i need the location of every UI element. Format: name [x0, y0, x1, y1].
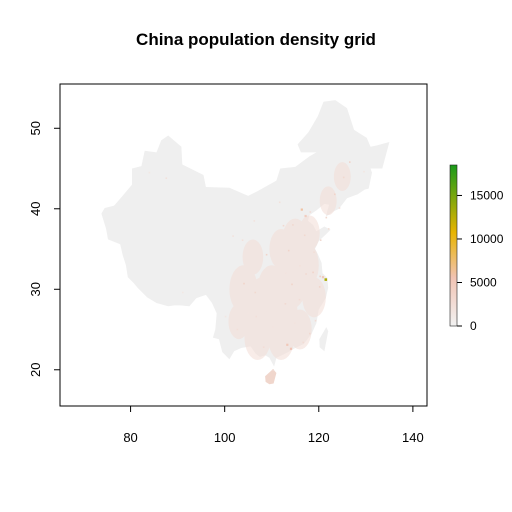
density-hotspot	[303, 234, 306, 237]
density-hotspot	[254, 291, 257, 294]
density-hotspot	[236, 328, 239, 331]
legend-tick-label: 5000	[470, 275, 497, 289]
x-tick-label: 100	[214, 430, 236, 445]
density-hotspot	[304, 214, 307, 218]
density-hotspot	[324, 278, 328, 281]
legend-tick-label: 15000	[470, 188, 504, 202]
density-hotspot	[232, 235, 234, 237]
density-hotspot	[289, 347, 293, 350]
density-hotspot	[241, 239, 244, 241]
density-cell	[257, 265, 286, 314]
y-tick-label: 50	[28, 121, 43, 135]
density-cell	[267, 315, 295, 360]
density-wash	[228, 162, 351, 360]
y-tick-label: 30	[28, 282, 43, 296]
density-hotspot	[291, 283, 293, 286]
density-cell	[244, 315, 271, 360]
density-cell	[299, 215, 320, 251]
density-hotspot	[327, 228, 330, 230]
density-cell	[228, 303, 250, 340]
density-hotspot	[314, 319, 317, 322]
x-tick-label: 120	[308, 430, 330, 445]
density-hotspot	[298, 298, 301, 301]
map-layer	[101, 100, 390, 385]
density-hotspot	[319, 275, 321, 278]
density-hotspot	[294, 322, 296, 324]
density-hotspot	[182, 291, 184, 294]
density-hotspot	[338, 207, 341, 209]
color-legend: 0 5000 10000 15000	[449, 164, 504, 333]
density-hotspot	[247, 312, 249, 315]
density-cell	[302, 277, 326, 318]
chart-title: China population density grid	[136, 30, 376, 49]
density-hotspot	[305, 273, 307, 275]
density-hotspot	[334, 193, 336, 196]
density-hotspot	[325, 216, 328, 219]
density-hotspot	[292, 224, 294, 226]
y-tick-label: 40	[28, 202, 43, 216]
density-hotspot	[319, 239, 322, 241]
density-hotspot	[262, 346, 265, 348]
density-hotspot	[253, 220, 256, 222]
density-hotspot	[321, 276, 325, 279]
density-hotspot	[300, 208, 303, 211]
density-cell	[333, 162, 351, 191]
density-hotspot	[318, 286, 321, 288]
density-cell	[319, 186, 337, 216]
density-hotspot	[309, 211, 312, 213]
density-hotspot	[342, 176, 345, 179]
plot-frame	[59, 83, 428, 407]
density-cell	[288, 309, 312, 350]
legend-tick-label: 10000	[470, 232, 504, 246]
density-hotspot	[282, 224, 285, 227]
density-hotspot	[312, 271, 314, 274]
density-hotspot	[302, 341, 305, 344]
density-hotspot	[243, 282, 245, 285]
density-hotspot	[363, 170, 365, 173]
density-hotspot	[265, 253, 268, 256]
density-hotspot	[349, 161, 351, 163]
density-hotspot	[255, 315, 257, 318]
density-hotspot	[278, 201, 281, 204]
density-hotspot	[165, 177, 168, 179]
taiwan-region	[319, 327, 329, 352]
axes-layer: 80 100 120 140 20 30 40 50	[28, 121, 424, 445]
hainan-region	[265, 369, 277, 385]
legend-frame	[449, 164, 458, 327]
color-scale-bar	[450, 165, 457, 326]
density-hotspot	[224, 315, 227, 318]
density-hotspot	[285, 272, 287, 274]
density-hotspot	[284, 303, 287, 305]
density-hotspot	[309, 332, 311, 335]
x-tick-label: 140	[402, 430, 424, 445]
density-cell	[269, 229, 293, 270]
density-hotspot	[313, 251, 315, 253]
density-hotspot	[299, 265, 301, 267]
density-hotspot	[287, 249, 290, 252]
x-tick-label: 80	[123, 430, 137, 445]
density-hotspot	[286, 343, 289, 346]
density-hotspot	[272, 369, 274, 371]
legend-tick-label: 0	[470, 319, 477, 333]
density-hotspot	[272, 326, 274, 328]
y-tick-label: 20	[28, 363, 43, 377]
density-hotspot	[148, 171, 151, 174]
density-cell	[242, 239, 264, 275]
